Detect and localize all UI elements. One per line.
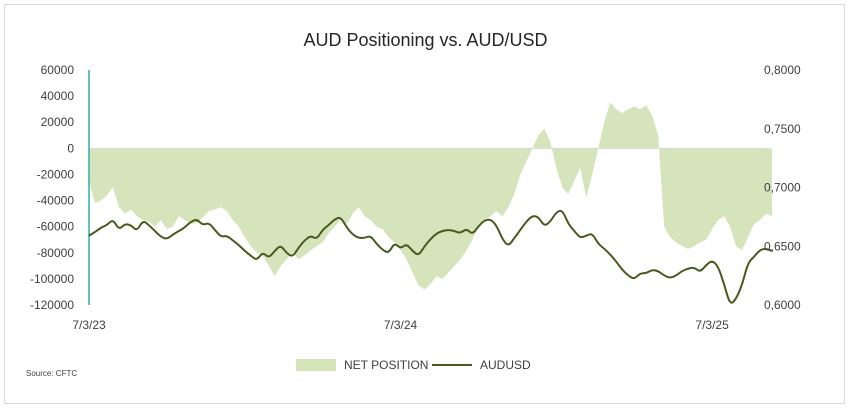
- y-right-tick-label: 0,8000: [764, 63, 801, 77]
- y-right-tick-label: 0,6000: [764, 298, 801, 312]
- y-right-tick-label: 0,6500: [764, 239, 801, 253]
- legend-swatch-line: [432, 364, 472, 366]
- legend-label-audusd: AUDUSD: [480, 358, 531, 372]
- legend: NET POSITION AUDUSD: [0, 356, 851, 374]
- y-left-tick-label: -120000: [30, 298, 74, 312]
- legend-item-net-position: NET POSITION: [296, 356, 428, 374]
- y-left-tick-label: 60000: [41, 63, 75, 77]
- x-tick-label: 7/3/23: [72, 318, 106, 332]
- y-left-tick-label: -40000: [37, 194, 75, 208]
- y-right-tick-label: 0,7500: [764, 122, 801, 136]
- y-right-tick-label: 0,7000: [764, 181, 801, 195]
- legend-label-net-position: NET POSITION: [344, 358, 429, 372]
- source-note: Source: CFTC: [26, 369, 78, 378]
- y-left-tick-label: -60000: [37, 220, 75, 234]
- y-left-tick-label: 40000: [41, 89, 75, 103]
- legend-item-audusd: AUDUSD: [432, 356, 531, 374]
- y-left-tick-label: -20000: [37, 167, 75, 181]
- y-left-tick-label: -80000: [37, 246, 75, 260]
- series-line-audusd: [88, 209, 773, 304]
- y-left-tick-label: 20000: [41, 115, 75, 129]
- y-left-tick-label: -100000: [30, 272, 74, 286]
- y-left-tick-label: 0: [67, 141, 74, 155]
- x-tick-label: 7/3/25: [695, 318, 729, 332]
- x-tick-label: 7/3/24: [384, 318, 418, 332]
- chart-title: AUD Positioning vs. AUD/USD: [303, 30, 548, 50]
- series-area-net-position: [89, 102, 772, 290]
- legend-swatch-area: [296, 359, 336, 371]
